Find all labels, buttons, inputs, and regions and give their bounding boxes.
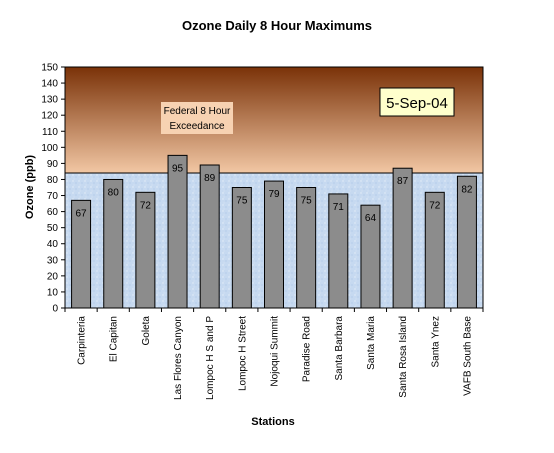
y-tick-label: 150	[41, 63, 58, 74]
bar	[264, 180, 284, 309]
bar	[456, 175, 477, 309]
bar	[392, 167, 413, 309]
exceedance-label-line1: Federal 8 Hour	[164, 106, 231, 117]
x-tick-label: Goleta	[141, 316, 152, 346]
data-label: 95	[172, 163, 184, 174]
bar	[328, 193, 349, 309]
exceedance-label-line2: Exceedance	[169, 121, 224, 132]
data-label: 64	[365, 213, 377, 224]
y-tick-label: 40	[47, 239, 59, 250]
x-tick-label: Santa Maria	[366, 316, 377, 370]
date-badge: 5-Sep-04	[379, 87, 455, 117]
bar	[296, 187, 317, 309]
y-tick-label: 20	[47, 271, 59, 282]
data-label: 71	[333, 202, 345, 213]
y-tick-label: 140	[41, 79, 58, 90]
bar	[103, 178, 124, 309]
x-tick-label: Las Flores Canyon	[173, 316, 184, 400]
data-label: 89	[204, 173, 216, 184]
x-tick-label: VAFB South Base	[462, 316, 473, 396]
x-tick-label: Lompoc H Street	[237, 316, 248, 391]
x-tick-label: Lompoc H S and P	[205, 316, 216, 400]
x-axis: Carpinteria El Capitan Goleta Las Flores Ca…	[64, 308, 484, 400]
bar	[71, 199, 92, 309]
y-tick-label: 50	[47, 223, 59, 234]
date-label: 5-Sep-04	[386, 95, 448, 112]
y-tick-label: 70	[47, 191, 59, 202]
bar	[135, 191, 156, 309]
bars-group: 67 80 72 95 89 75 79 75 71 64 87 72 82	[71, 154, 477, 309]
bar	[231, 187, 252, 309]
data-label: 75	[236, 196, 248, 207]
bar	[199, 164, 220, 309]
data-label: 72	[429, 200, 441, 211]
x-tick-label: Santa Ynez	[430, 316, 441, 368]
y-axis-label: Ozone (ppb)	[24, 155, 36, 219]
y-tick-label: 10	[47, 287, 59, 298]
y-tick-label: 80	[47, 175, 59, 186]
y-tick-label: 0	[52, 304, 58, 315]
exceedance-zone	[65, 67, 483, 174]
y-tick-label: 110	[42, 127, 58, 138]
x-tick-label: Santa Rosa Island	[398, 316, 409, 398]
x-tick-label: Nojoqui Summit	[270, 316, 281, 387]
y-tick-label: 30	[47, 255, 59, 266]
data-label: 75	[301, 196, 313, 207]
data-label: 80	[108, 187, 120, 198]
data-label: 79	[268, 189, 280, 200]
date-badge-box	[379, 87, 455, 117]
x-tick-label: Paradise Road	[302, 316, 313, 382]
y-tick-label: 130	[41, 95, 58, 106]
bar	[360, 204, 381, 309]
x-tick-label: Carpinteria	[77, 316, 88, 365]
data-label: 67	[76, 208, 88, 219]
exceedance-label-box	[161, 102, 233, 134]
y-tick-label: 100	[41, 143, 58, 154]
y-axis: 0 10 20 30 40 50 60 70 80 90 100 110 120 130 140 150	[41, 63, 65, 315]
x-tick-label: El Capitan	[109, 316, 120, 362]
x-tick-label: Santa Barbara	[334, 316, 345, 381]
x-axis-label: Stations	[251, 416, 294, 428]
y-tick-label: 120	[41, 111, 58, 122]
chart-title: Ozone Daily 8 Hour Maximums	[182, 18, 372, 33]
data-label: 82	[461, 184, 473, 195]
bar	[424, 191, 445, 309]
data-label: 72	[140, 200, 152, 211]
bar	[167, 154, 188, 309]
data-label: 87	[397, 176, 409, 187]
y-tick-label: 90	[47, 159, 59, 170]
y-tick-label: 60	[47, 207, 59, 218]
exceedance-label: Federal 8 Hour Exceedance	[161, 102, 233, 134]
